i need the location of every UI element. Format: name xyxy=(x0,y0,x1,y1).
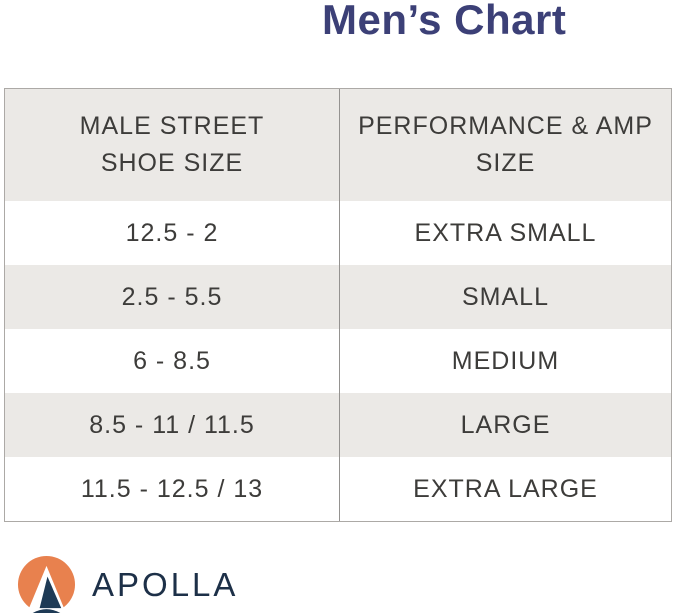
table-header-row: MALE STREET SHOE SIZE PERFORMANCE & AMP … xyxy=(5,89,671,201)
shoe-size-cell: 12.5 - 2 xyxy=(125,218,219,247)
amp-size-cell: LARGE xyxy=(339,393,671,457)
column-header-shoe-size-line1: MALE STREET xyxy=(79,112,265,140)
size-chart-table: MALE STREET SHOE SIZE PERFORMANCE & AMP … xyxy=(4,88,672,522)
amp-size-cell: EXTRA LARGE xyxy=(339,457,671,521)
shoe-size-cell: 11.5 - 12.5 / 13 xyxy=(80,474,264,503)
brand-footer: APOLLA xyxy=(17,555,238,614)
table-row: 6 - 8.5 MEDIUM xyxy=(5,329,671,393)
shoe-size-cell: 2.5 - 5.5 xyxy=(121,282,223,311)
shoe-size-cell: 8.5 - 11 / 11.5 xyxy=(89,410,255,439)
table-row: 11.5 - 12.5 / 13 EXTRA LARGE xyxy=(5,457,671,521)
amp-size-cell: SMALL xyxy=(339,265,671,329)
column-header-shoe-size-line2: SHOE SIZE xyxy=(100,149,244,177)
apolla-logo-icon xyxy=(17,555,76,614)
column-header-amp-size: PERFORMANCE & AMP SIZE xyxy=(339,89,671,201)
column-header-shoe-size: MALE STREET SHOE SIZE xyxy=(5,89,339,201)
amp-size-cell: EXTRA SMALL xyxy=(339,201,671,265)
amp-size-cell: MEDIUM xyxy=(339,329,671,393)
brand-name: APOLLA xyxy=(92,565,239,603)
table-row: 2.5 - 5.5 SMALL xyxy=(5,265,671,329)
column-header-amp-size-line2: SIZE xyxy=(475,149,536,177)
shoe-size-cell: 6 - 8.5 xyxy=(133,346,211,375)
column-header-amp-size-line1: PERFORMANCE & AMP xyxy=(358,112,653,140)
page-title: Men’s Chart xyxy=(322,0,567,43)
table-row: 12.5 - 2 EXTRA SMALL xyxy=(5,201,671,265)
table-row: 8.5 - 11 / 11.5 LARGE xyxy=(5,393,671,457)
